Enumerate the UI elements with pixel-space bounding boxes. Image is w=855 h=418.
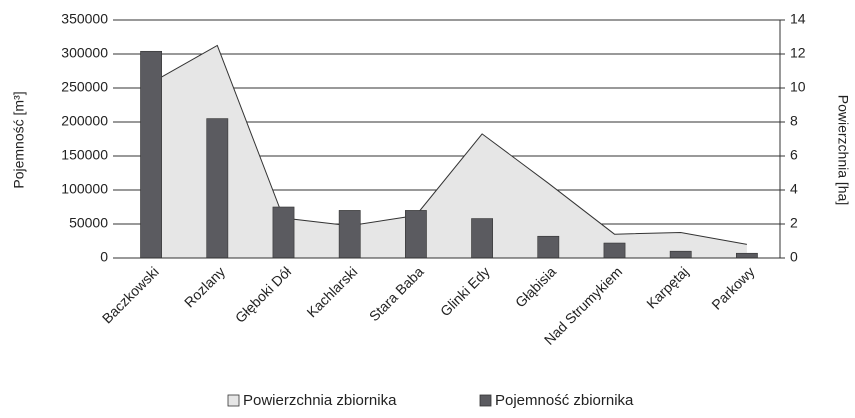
x-tick-label: Parkowy [708,263,757,312]
x-tick-label: Kachlarski [303,263,360,320]
y2-tick-label: 2 [790,215,798,231]
bar [471,218,493,259]
area [151,45,747,258]
bar [338,210,361,259]
y-axis-label: Pojemność [m³] [11,91,27,188]
bar [537,235,560,259]
y-tick-label: 150000 [61,147,108,163]
y2-tick-label: 4 [790,181,798,197]
x-tick-label: Glinki Edy [437,263,493,319]
area-line [150,44,747,245]
y-tick-label: 350000 [61,11,108,27]
bar [603,242,626,259]
y2-tick-label: 0 [790,249,798,265]
y-tick-label: 250000 [61,79,108,95]
y-tick-label: 100000 [61,181,108,197]
legend-swatch [479,394,492,407]
y-tick-label: 200000 [61,113,108,129]
y2-tick-label: 6 [790,147,798,163]
y-tick-label: 300000 [61,45,108,61]
y2-tick-label: 10 [790,79,806,95]
bar [140,50,162,259]
legend-swatch [227,394,240,407]
x-tick-label: Stara Baba [366,263,427,324]
y-tick-label: 50000 [69,215,108,231]
y2-axis-label: Powierzchnia [ha] [835,95,851,206]
x-tick-label: Głąbisia [512,263,559,310]
bar [206,118,229,259]
bar [736,252,758,259]
legend-label: Pojemność zbiornika [495,392,634,409]
bar [405,210,427,259]
y2-tick-label: 14 [790,11,806,27]
x-tick-label: Baczkowski [99,263,162,326]
legend-label: Powierzchnia zbiornika [243,392,397,409]
x-tick-label: Głęboki Dół [232,263,295,326]
y-tick-label: 0 [100,249,108,265]
bar [272,206,295,259]
bar [669,250,692,259]
x-tick-label: Karpętaj [643,263,691,311]
y2-tick-label: 12 [790,45,806,61]
y2-tick-label: 8 [790,113,798,129]
x-tick-label: Rozlany [181,263,228,310]
